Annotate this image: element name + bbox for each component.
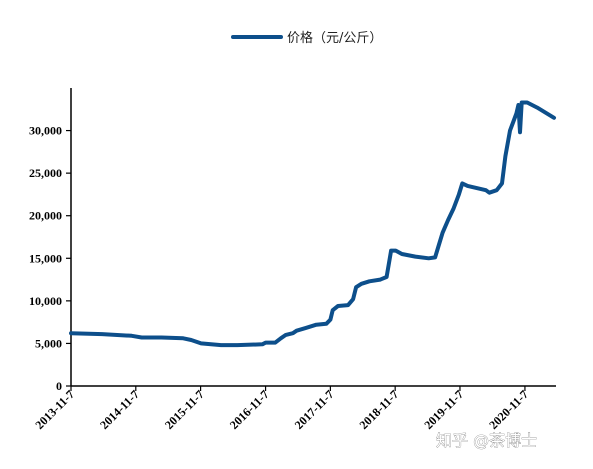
y-tick-label: 20,000 — [29, 209, 62, 223]
y-tick-label: 0 — [56, 379, 62, 393]
x-tick-label: 2019-11-7 — [421, 387, 466, 432]
x-tick-label: 2016-11-7 — [227, 387, 272, 432]
y-tick-label: 30,000 — [29, 124, 62, 138]
y-axis-ticks: 0 5,000 10,000 15,000 20,000 25,000 30,000 — [29, 124, 71, 393]
x-tick-label: 2014-11-7 — [97, 387, 142, 432]
legend: 价格（元/公斤） — [231, 30, 382, 46]
series-layer — [69, 100, 556, 348]
x-tick-label: 2015-11-7 — [162, 387, 207, 432]
x-tick-label: 2017-11-7 — [292, 387, 337, 432]
y-tick-label: 25,000 — [29, 166, 62, 180]
x-tick-label: 2013-11-7 — [32, 387, 77, 432]
legend-label: 价格（元/公斤） — [287, 30, 382, 46]
y-tick-label: 5,000 — [35, 336, 62, 350]
y-tick-label: 15,000 — [29, 251, 62, 265]
y-tick-label: 10,000 — [29, 294, 62, 308]
watermark: 知乎 @茶博士 — [436, 431, 537, 450]
x-tick-label: 2020-11-7 — [486, 387, 531, 432]
x-tick-label: 2018-11-7 — [356, 387, 401, 432]
series-line-price — [69, 100, 556, 348]
x-axis-ticks: 2013-11-7 2014-11-7 2015-11-7 2016-11-7 2017… — [32, 386, 531, 432]
axes — [70, 88, 556, 387]
